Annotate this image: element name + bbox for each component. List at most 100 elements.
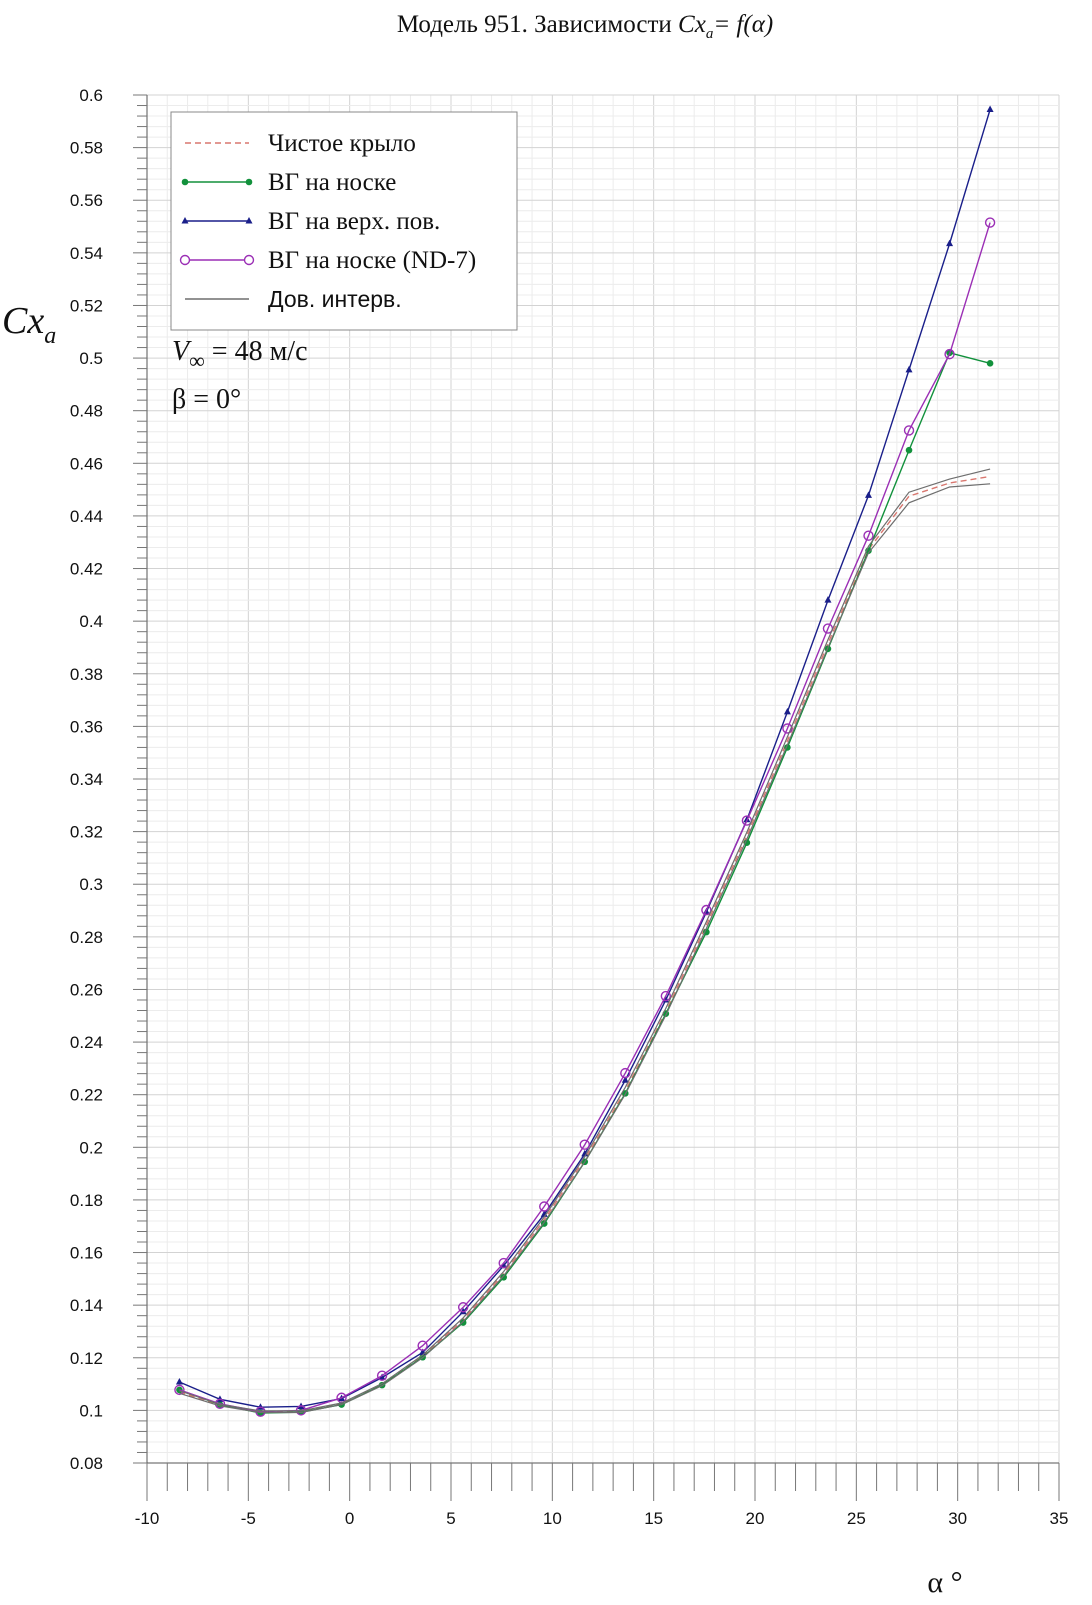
title-formula-rest: = f(α) xyxy=(713,11,773,38)
x-tick-label: 0 xyxy=(345,1509,354,1528)
x-tick-label: 5 xyxy=(446,1509,455,1528)
data-point xyxy=(701,904,712,916)
legend-label: Дов. интерв. xyxy=(268,286,402,312)
y-tick-label: 0.3 xyxy=(79,875,103,894)
legend-label: Чистое крыло xyxy=(268,130,416,157)
x-tick-label: -10 xyxy=(135,1509,160,1528)
y-tick-label: 0.38 xyxy=(70,665,103,684)
legend-marker xyxy=(179,254,191,266)
y-tick-label: 0.58 xyxy=(70,139,103,158)
data-point xyxy=(944,348,955,360)
data-point xyxy=(500,1273,507,1281)
y-tick-label: 0.6 xyxy=(79,86,103,105)
x-tick-label: 25 xyxy=(847,1509,866,1528)
data-point xyxy=(336,1392,347,1403)
legend-label: ВГ на носке xyxy=(268,169,396,196)
data-point xyxy=(378,1373,386,1380)
series-line xyxy=(179,222,991,1413)
y-tick-label: 0.12 xyxy=(70,1349,103,1368)
legend-marker xyxy=(245,217,253,224)
confidence-band-line xyxy=(179,468,991,1412)
data-point xyxy=(863,530,874,541)
series-4 xyxy=(179,468,991,1414)
series-0 xyxy=(179,475,991,1413)
data-point xyxy=(376,1370,388,1381)
data-point xyxy=(905,446,913,454)
data-point xyxy=(500,1261,508,1269)
data-point xyxy=(620,1067,631,1079)
y-tick-label: 0.26 xyxy=(70,980,103,999)
y-tick-label: 0.54 xyxy=(70,244,103,263)
series-line xyxy=(179,475,991,1413)
confidence-band-line xyxy=(179,483,991,1414)
axes: -10 -5 0 5 10 15 20 25 30 35 0.08 0.1 0.12 0.14 0.16 0.… xyxy=(70,86,1069,1528)
data-point xyxy=(214,1398,226,1410)
data-point xyxy=(457,1302,469,1313)
y-tick-label: 0.32 xyxy=(70,823,103,842)
y-tick-label: 0.22 xyxy=(70,1086,103,1105)
y-tick-label: 0.4 xyxy=(79,612,103,631)
series-3 xyxy=(174,217,996,1417)
data-point xyxy=(579,1139,590,1150)
x-tick-label: 10 xyxy=(543,1509,562,1528)
data-point xyxy=(783,707,791,715)
series-line xyxy=(179,351,991,1414)
data-point xyxy=(946,239,954,247)
data-point xyxy=(660,990,672,1002)
x-tick-label: 35 xyxy=(1050,1509,1069,1528)
y-axis-label: Cxa xyxy=(2,300,56,349)
data-point xyxy=(905,365,913,373)
legend-label: ВГ на носке (ND-7) xyxy=(268,247,476,274)
y-tick-label: 0.36 xyxy=(70,717,103,736)
y-tick-label: 0.28 xyxy=(70,928,103,947)
y-tick-label: 0.48 xyxy=(70,402,103,421)
data-point xyxy=(459,1319,467,1326)
series-2 xyxy=(175,105,994,1410)
data-point xyxy=(539,1201,550,1212)
y-axis-label-main: Cx xyxy=(2,300,44,342)
y-tick-label: 0.2 xyxy=(79,1138,103,1157)
x-tick-label: 30 xyxy=(948,1509,967,1528)
data-point xyxy=(743,839,751,846)
data-point xyxy=(459,1307,467,1315)
title-formula-sub: a xyxy=(706,26,714,42)
data-point xyxy=(864,491,872,498)
legend-marker xyxy=(245,178,253,186)
velocity-annotation: V∞ = 48 м/с xyxy=(172,336,308,373)
y-tick-label: 0.24 xyxy=(70,1033,103,1052)
y-tick-label: 0.1 xyxy=(79,1401,103,1420)
x-tick-label: 15 xyxy=(644,1509,663,1528)
y-axis-label-sub: a xyxy=(44,323,56,349)
data-point xyxy=(175,1377,183,1385)
title-text: Модель 951. Зависимости xyxy=(397,11,678,38)
y-tick-label: 0.46 xyxy=(70,454,103,473)
y-tick-label: 0.56 xyxy=(70,191,103,210)
y-tick-label: 0.42 xyxy=(70,560,103,579)
data-point xyxy=(782,723,793,734)
legend-marker xyxy=(243,254,255,266)
data-point xyxy=(986,105,994,112)
data-point xyxy=(174,1384,185,1396)
y-tick-label: 0.18 xyxy=(70,1191,103,1210)
data-point xyxy=(498,1257,509,1269)
velocity-symbol: V xyxy=(172,336,192,367)
beta-annotation: β = 0° xyxy=(172,384,241,415)
y-tick-label: 0.44 xyxy=(70,507,103,526)
chart-title: Модель 951. Зависимости Cxa= f(α) xyxy=(397,11,773,42)
legend-label: ВГ на верх. пов. xyxy=(268,208,440,235)
series-layer xyxy=(174,105,996,1417)
data-point xyxy=(703,928,710,936)
x-axis-label: α ° xyxy=(927,1566,962,1599)
data-point xyxy=(986,360,994,367)
y-tick-label: 0.16 xyxy=(70,1244,103,1263)
y-tick-label: 0.08 xyxy=(70,1454,103,1473)
velocity-sub: ∞ xyxy=(189,348,205,373)
y-tick-label: 0.14 xyxy=(70,1296,103,1315)
title-formula-main: Cx xyxy=(678,11,706,38)
data-point xyxy=(417,1340,428,1351)
legend: Чистое крыло ВГ на носке ВГ на верх. пов. В… xyxy=(170,111,518,331)
x-tick-label: -5 xyxy=(241,1509,256,1528)
